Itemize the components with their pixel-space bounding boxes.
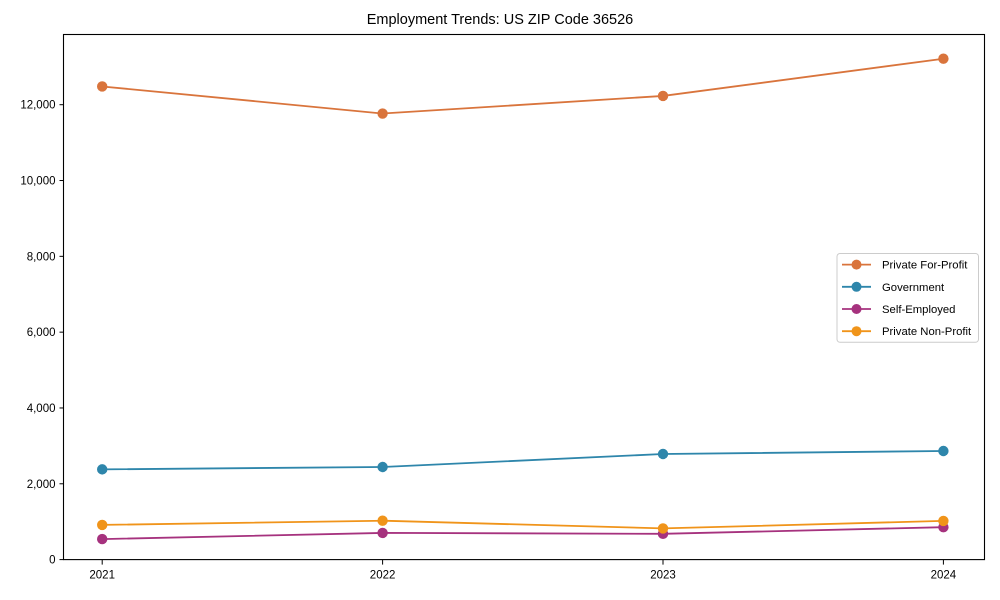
svg-text:2023: 2023 [650, 570, 676, 582]
svg-text:2,000: 2,000 [27, 479, 56, 491]
svg-text:2024: 2024 [931, 570, 957, 582]
svg-text:4,000: 4,000 [27, 403, 56, 415]
svg-text:Government: Government [882, 282, 945, 294]
svg-text:2021: 2021 [89, 570, 115, 582]
svg-text:Self-Employed: Self-Employed [882, 304, 955, 316]
svg-text:0: 0 [49, 555, 55, 567]
svg-text:2022: 2022 [370, 570, 396, 582]
svg-text:10,000: 10,000 [20, 176, 55, 188]
svg-text:12,000: 12,000 [20, 100, 55, 112]
svg-text:6,000: 6,000 [27, 327, 56, 339]
svg-text:8,000: 8,000 [27, 251, 56, 263]
svg-text:Private Non-Profit: Private Non-Profit [882, 326, 972, 338]
svg-text:Private For-Profit: Private For-Profit [882, 260, 968, 272]
